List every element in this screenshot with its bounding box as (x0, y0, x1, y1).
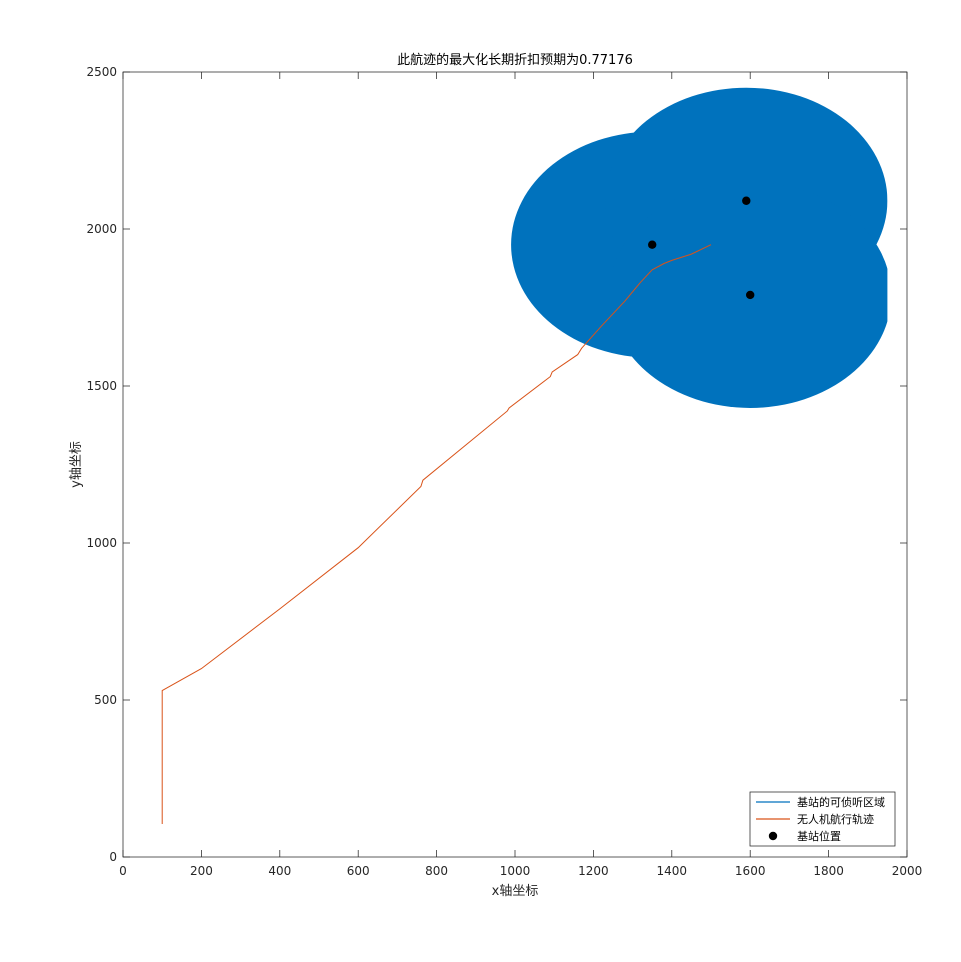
base-station-point-2 (742, 196, 751, 205)
trajectory-line (161, 244, 712, 824)
x-tick-label: 1800 (813, 864, 844, 878)
x-tick-label: 1000 (500, 864, 531, 878)
x-axis-label: x轴坐标 (492, 884, 539, 899)
x-tick-label: 600 (347, 864, 370, 878)
y-tick-label: 1000 (86, 536, 117, 550)
base-station-series (648, 196, 755, 300)
legend-swatch (768, 831, 778, 841)
chart-title: 此航迹的最大化长期折扣预期为0.77176 (397, 52, 633, 68)
base-station-point-1 (648, 240, 657, 249)
y-tick-label: 2000 (86, 222, 117, 236)
legend-label: 无人机航行轨迹 (797, 812, 874, 826)
x-tick-label: 400 (268, 864, 291, 878)
legend-label: 基站的可侦听区域 (797, 795, 885, 809)
y-tick-label: 1500 (86, 379, 117, 393)
trajectory-series (161, 244, 712, 824)
x-tick-label: 1600 (735, 864, 766, 878)
x-tick-label: 0 (119, 864, 127, 878)
y-tick-label: 0 (109, 850, 117, 864)
legend-label: 基站位置 (797, 829, 841, 843)
y-tick-label: 500 (94, 693, 117, 707)
base-station-point-3 (746, 290, 755, 300)
x-tick-label: 2000 (892, 864, 923, 878)
x-tick-label: 200 (190, 864, 213, 878)
x-tick-label: 1400 (657, 864, 688, 878)
y-axis: 0 500 1000 1500 2000 2500 (86, 65, 907, 864)
x-tick-label: 800 (425, 864, 448, 878)
y-axis-label: y轴坐标 (69, 441, 84, 488)
y-tick-label: 2500 (86, 65, 117, 79)
x-axis: 0 200 400 600 800 1000 1200 1400 1600 1800 2000 (119, 72, 922, 878)
x-tick-label: 1200 (578, 864, 609, 878)
